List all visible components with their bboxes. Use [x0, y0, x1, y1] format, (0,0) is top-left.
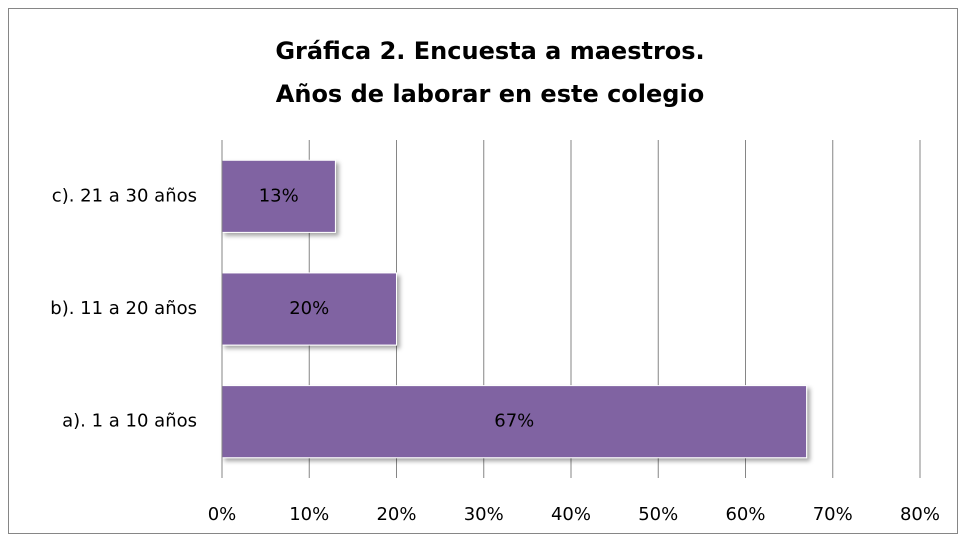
y-tick-label: a). 1 a 10 años — [62, 411, 197, 432]
x-tick-label: 30% — [464, 504, 504, 525]
x-tick-label: 80% — [900, 504, 940, 525]
chart-title: Años de laborar en este colegio — [276, 80, 704, 108]
bar — [221, 159, 336, 233]
x-tick-label: 70% — [813, 504, 853, 525]
x-tick-label: 10% — [289, 504, 329, 525]
x-tick-label: 60% — [725, 504, 765, 525]
data-label: 20% — [289, 298, 329, 319]
data-label: 67% — [494, 411, 534, 432]
x-tick-label: 50% — [638, 504, 678, 525]
bar — [221, 272, 397, 346]
y-tick-label: b). 11 a 20 años — [50, 298, 197, 319]
chart-title: Gráfica 2. Encuesta a maestros. — [275, 37, 704, 65]
x-tick-label: 20% — [376, 504, 416, 525]
x-tick-label: 40% — [551, 504, 591, 525]
y-tick-label: c). 21 a 30 años — [52, 185, 197, 206]
data-label: 13% — [259, 185, 299, 206]
x-tick-label: 0% — [208, 504, 237, 525]
bar — [221, 385, 808, 459]
